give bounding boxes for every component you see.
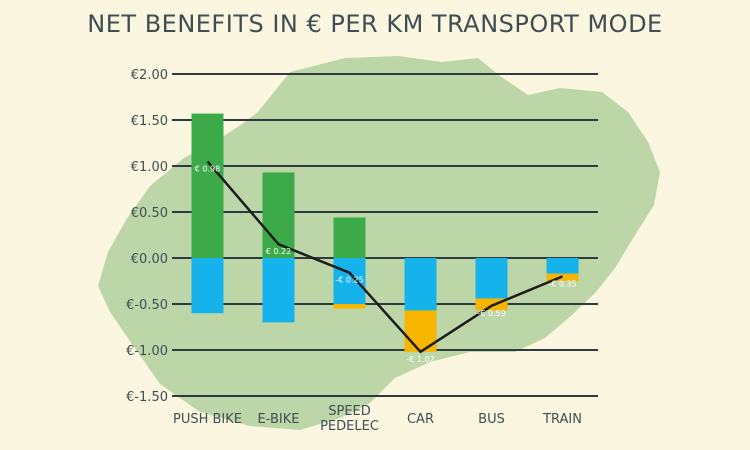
x-tick-label: TRAIN bbox=[542, 412, 582, 427]
data-labels: € 0.98 € 0.22 -€ 0.25 -€ 1.02 -€ 0.59 -€ 0.35 bbox=[195, 164, 577, 363]
y-tick-label: €-0.50 bbox=[126, 298, 168, 313]
y-axis-tick-labels: €2.00 €1.50 €1.00 €0.50 €0.00 €-0.50 €-1.00 €-1… bbox=[126, 68, 168, 405]
x-tick-label: SPEED PEDELEC bbox=[320, 404, 379, 434]
net-benefit-line bbox=[206, 160, 563, 354]
map-silhouette bbox=[98, 56, 660, 430]
grid-lines bbox=[172, 73, 598, 397]
net-data-label: € 0.98 bbox=[195, 164, 220, 173]
bar-segment bbox=[333, 304, 366, 309]
y-tick-label: €-1.50 bbox=[126, 390, 168, 405]
y-tick-label: €0.50 bbox=[131, 206, 168, 221]
y-tick-label: €-1.00 bbox=[126, 344, 168, 359]
x-tick-label: E-BIKE bbox=[258, 412, 300, 427]
bar-segment bbox=[404, 258, 437, 311]
y-tick-label: €1.50 bbox=[131, 114, 168, 129]
net-data-label: € 0.22 bbox=[266, 247, 291, 256]
net-line bbox=[206, 160, 563, 354]
y-tick-label: €1.00 bbox=[131, 160, 168, 175]
bar-segment bbox=[333, 258, 366, 304]
bars bbox=[191, 113, 579, 352]
x-tick-label: CAR bbox=[407, 412, 434, 427]
bar-segment bbox=[191, 113, 224, 258]
chart-title: NET BENEFITS IN € PER KM TRANSPORT MODE bbox=[87, 10, 663, 38]
bar-segment bbox=[262, 258, 295, 323]
bar-segment bbox=[475, 298, 508, 311]
x-tick-label: BUS bbox=[478, 412, 505, 427]
y-tick-label: €0.00 bbox=[131, 252, 168, 267]
net-data-label: -€ 0.35 bbox=[548, 279, 576, 288]
net-data-label: -€ 0.25 bbox=[335, 276, 363, 285]
bar-segment bbox=[333, 217, 366, 258]
y-tick-label: €2.00 bbox=[131, 68, 168, 83]
bar-segment bbox=[191, 258, 224, 314]
x-axis-tick-labels: PUSH BIKE E-BIKE SPEED PEDELEC CAR BUS TRAIN bbox=[173, 404, 582, 434]
net-data-label: -€ 1.02 bbox=[406, 355, 434, 364]
net-data-label: -€ 0.59 bbox=[477, 309, 505, 318]
bar-segment bbox=[546, 258, 579, 274]
bar-segment bbox=[475, 258, 508, 299]
x-tick-label: PUSH BIKE bbox=[173, 412, 242, 427]
